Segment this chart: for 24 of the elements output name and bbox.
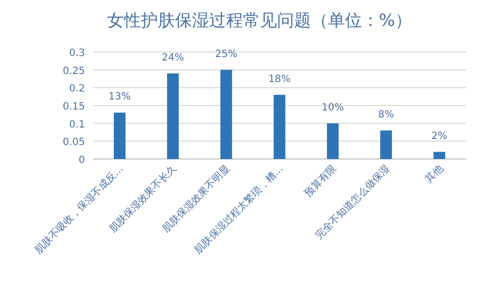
y-tick-label: 0.05 [62,137,85,148]
x-tick-label: 预算有限 [302,162,339,200]
y-tick-label: 0.15 [62,102,85,112]
y-tick-label: 0 [78,155,85,166]
data-label: 13% [108,92,131,103]
data-label: 24% [162,52,184,64]
bar [326,123,339,159]
bar [114,112,126,159]
data-label: 2% [431,130,448,142]
bar [220,70,232,159]
data-label: 25% [215,48,238,60]
y-tick-label: 0.1 [69,119,85,130]
chart-title: 女性护肤保湿过程常见问题（单位：%） [106,11,412,31]
bar [274,94,286,159]
bar [167,73,179,159]
data-label: 8% [378,109,394,120]
data-label: 18% [268,74,291,85]
y-tick-label: 0.3 [69,48,85,59]
bar [433,152,446,159]
y-tick-label: 0.25 [62,66,85,77]
x-tick-label: 其他 [422,162,446,186]
data-label: 10% [322,102,344,114]
y-tick-label: 0.2 [69,84,85,95]
bar [380,130,392,159]
